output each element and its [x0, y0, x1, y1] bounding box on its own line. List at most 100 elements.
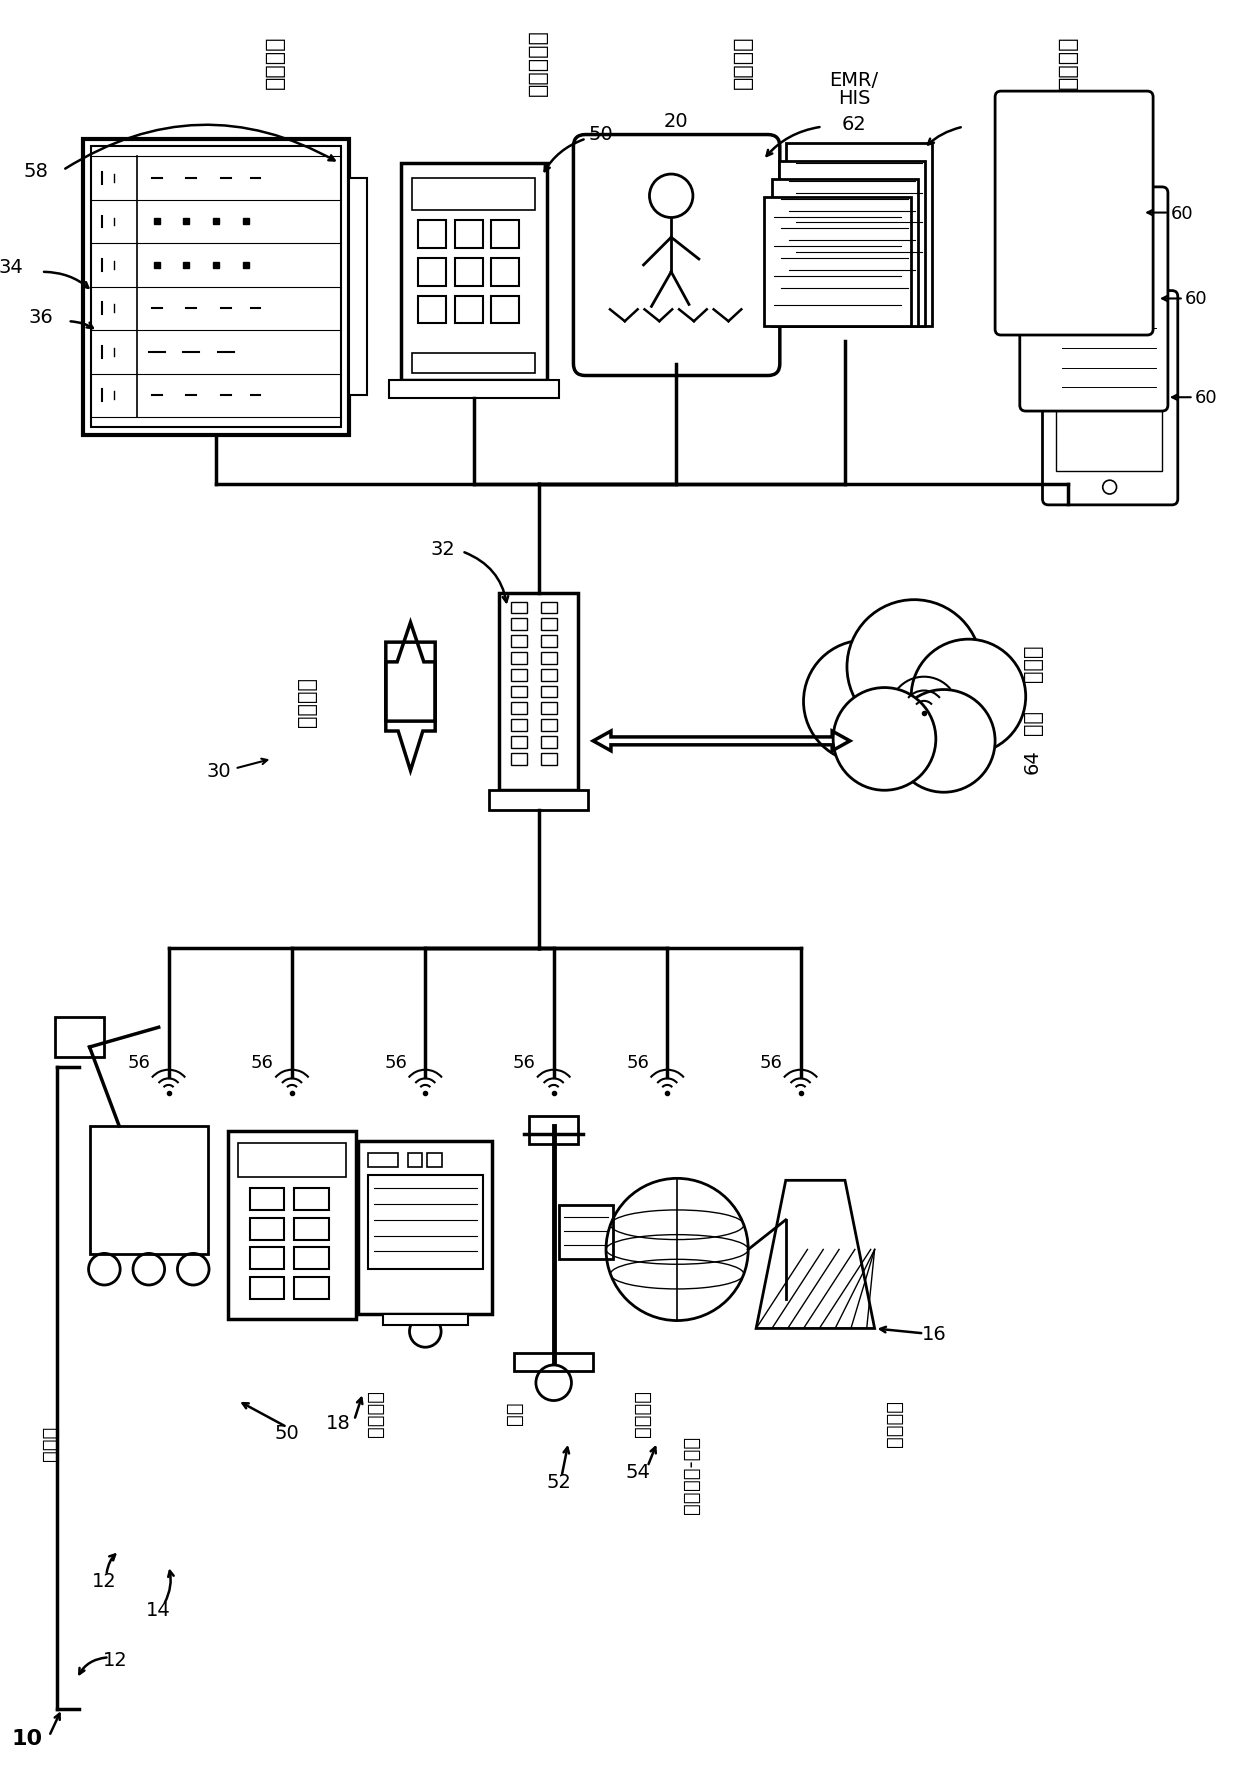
Bar — [511, 635, 527, 648]
Text: 失禁数据: 失禁数据 — [885, 1399, 904, 1445]
Bar — [455, 258, 482, 287]
Text: 升降数据: 升降数据 — [634, 1388, 652, 1436]
Bar — [249, 1248, 284, 1269]
Bar — [294, 1278, 329, 1299]
Bar — [413, 180, 534, 210]
Bar — [401, 164, 547, 381]
Bar — [368, 1177, 482, 1269]
Bar — [389, 381, 558, 399]
Circle shape — [893, 691, 994, 792]
Text: 导航护理: 导航护理 — [367, 1388, 386, 1436]
Bar — [541, 669, 557, 682]
Bar — [541, 687, 557, 698]
Text: 56: 56 — [128, 1054, 150, 1072]
Bar — [511, 653, 527, 664]
Bar — [511, 602, 527, 614]
Bar — [558, 1205, 613, 1260]
Bar — [771, 180, 918, 328]
Bar — [89, 1127, 208, 1255]
Bar — [491, 221, 520, 249]
Text: 60: 60 — [1185, 290, 1208, 308]
FancyBboxPatch shape — [573, 135, 780, 376]
Text: 床数据: 床数据 — [41, 1424, 60, 1460]
Text: 移动装置: 移动装置 — [1058, 36, 1078, 89]
Text: 18: 18 — [326, 1413, 351, 1431]
Bar — [294, 1248, 329, 1269]
Text: 网关: 网关 — [1023, 708, 1043, 733]
Bar — [294, 1218, 329, 1241]
Bar — [408, 1153, 423, 1168]
Bar — [1034, 215, 1152, 379]
Bar — [529, 1116, 578, 1145]
Text: 64: 64 — [1023, 749, 1042, 774]
Bar — [500, 593, 578, 790]
Bar — [541, 703, 557, 716]
Bar — [541, 602, 557, 614]
Text: 56: 56 — [250, 1054, 274, 1072]
Bar — [764, 198, 910, 328]
Circle shape — [804, 641, 926, 764]
Text: 56: 56 — [512, 1054, 536, 1072]
Bar — [249, 1218, 284, 1241]
Bar — [490, 790, 588, 810]
Text: 双向数据: 双向数据 — [296, 676, 316, 726]
Bar — [368, 1153, 398, 1168]
Text: 12: 12 — [92, 1572, 117, 1590]
Bar — [418, 258, 446, 287]
Bar — [491, 258, 520, 287]
FancyBboxPatch shape — [994, 93, 1153, 336]
Bar — [249, 1278, 284, 1299]
Bar — [294, 1189, 329, 1210]
Bar — [358, 1141, 492, 1314]
Bar — [511, 753, 527, 765]
Circle shape — [833, 689, 936, 790]
Bar — [515, 1353, 593, 1371]
Text: 36: 36 — [29, 308, 53, 326]
Bar — [541, 635, 557, 648]
Circle shape — [911, 639, 1025, 755]
Bar — [511, 669, 527, 682]
FancyBboxPatch shape — [1043, 292, 1178, 506]
Text: 状态面板: 状态面板 — [265, 36, 285, 89]
Text: EMR/: EMR/ — [830, 71, 878, 89]
Text: 56: 56 — [384, 1054, 407, 1072]
Text: 60: 60 — [1171, 205, 1193, 222]
Text: 定位: 定位 — [682, 1490, 702, 1513]
Bar — [541, 753, 557, 765]
Text: 20: 20 — [663, 112, 688, 132]
Bar — [455, 295, 482, 324]
Bar — [786, 144, 932, 328]
Bar — [418, 221, 446, 249]
Text: 12: 12 — [103, 1650, 128, 1670]
Text: 34: 34 — [0, 258, 24, 278]
Text: 14: 14 — [146, 1600, 171, 1620]
Bar — [511, 703, 527, 716]
Text: 54: 54 — [625, 1463, 650, 1481]
Text: 58: 58 — [24, 162, 48, 180]
Bar — [428, 1153, 443, 1168]
Text: 物联网: 物联网 — [1023, 644, 1043, 682]
FancyBboxPatch shape — [1019, 187, 1168, 411]
Text: 10: 10 — [11, 1728, 42, 1748]
Text: 分析引擎: 分析引擎 — [733, 36, 753, 89]
Bar — [541, 619, 557, 630]
Bar — [55, 1018, 104, 1057]
Bar — [83, 139, 350, 436]
Text: 56: 56 — [626, 1054, 649, 1072]
Bar — [541, 737, 557, 748]
Bar — [511, 719, 527, 732]
Bar — [238, 1143, 346, 1178]
Bar — [413, 354, 534, 374]
Text: 16: 16 — [921, 1324, 946, 1344]
Bar — [350, 180, 367, 395]
Text: 室内显示器: 室内显示器 — [528, 28, 548, 96]
Text: 32: 32 — [430, 539, 455, 559]
Bar — [491, 295, 520, 324]
Text: 监测: 监测 — [505, 1401, 523, 1424]
Text: 50: 50 — [275, 1422, 299, 1442]
Bar — [779, 162, 925, 328]
Bar — [511, 737, 527, 748]
Text: 56: 56 — [759, 1054, 782, 1072]
Text: 52: 52 — [546, 1472, 572, 1492]
Bar — [511, 687, 527, 698]
